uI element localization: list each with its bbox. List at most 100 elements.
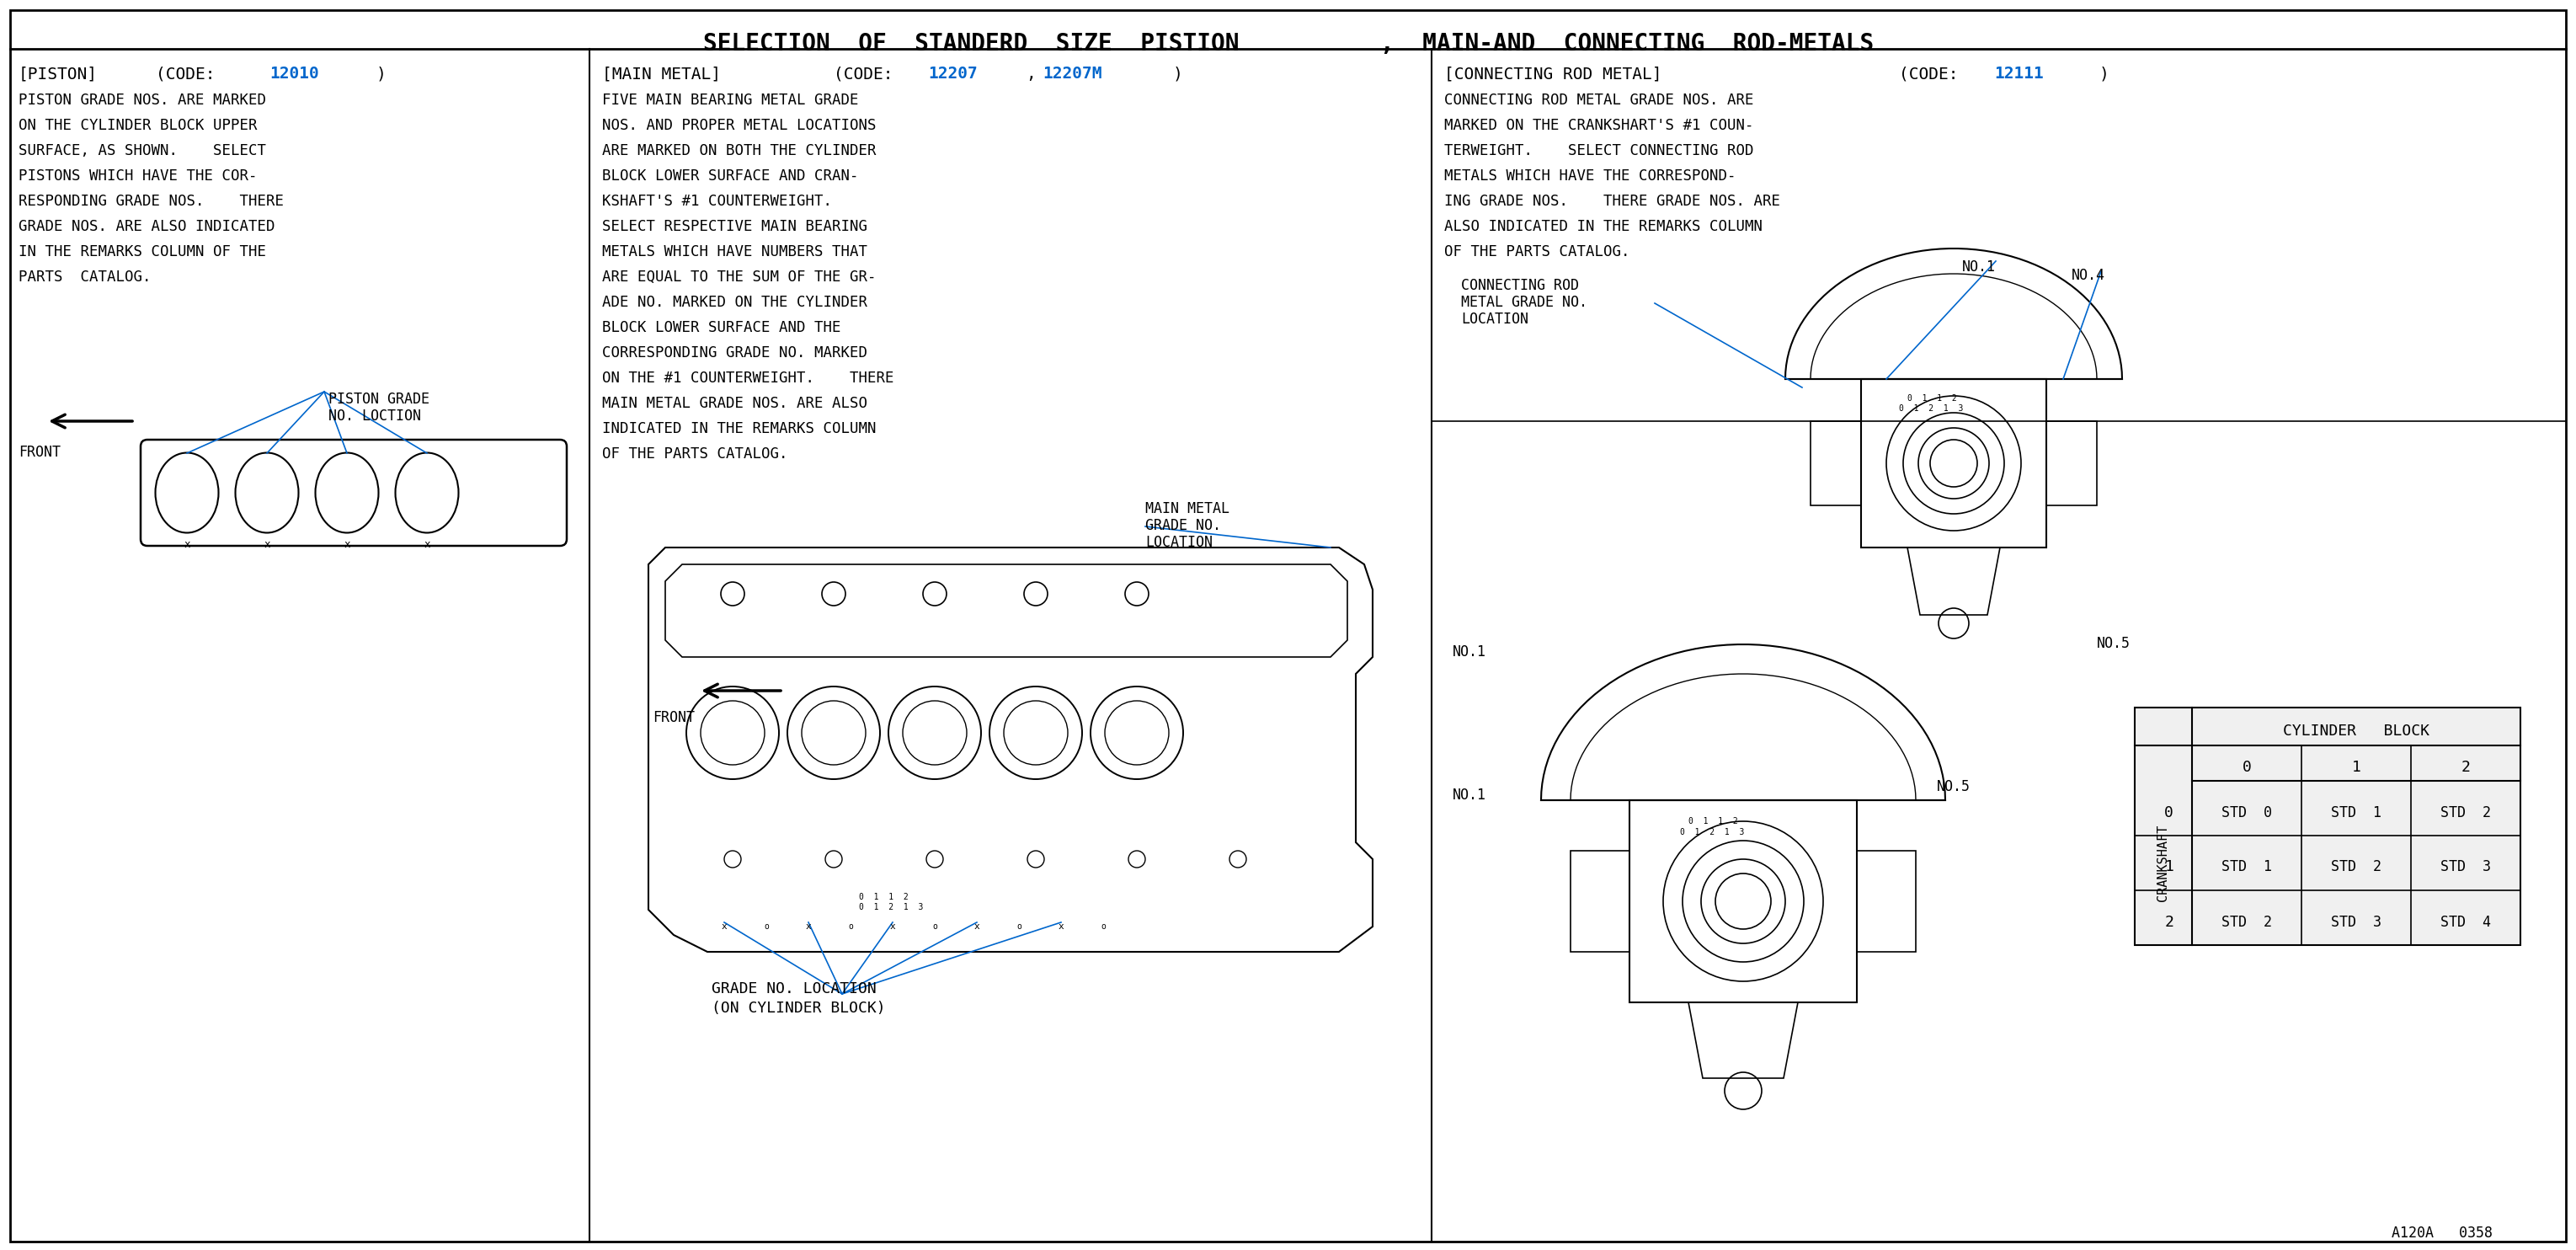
Text: ARE MARKED ON BOTH THE CYLINDER: ARE MARKED ON BOTH THE CYLINDER (603, 144, 876, 159)
Text: STD  4: STD 4 (2439, 914, 2491, 930)
Text: ): ) (1172, 66, 1182, 81)
Text: [MAIN METAL]: [MAIN METAL] (603, 66, 721, 81)
Text: x: x (1059, 922, 1064, 931)
Text: INDICATED IN THE REMARKS COLUMN: INDICATED IN THE REMARKS COLUMN (603, 421, 876, 436)
Text: NO.1: NO.1 (1963, 260, 1996, 275)
Text: TERWEIGHT.    SELECT CONNECTING ROD: TERWEIGHT. SELECT CONNECTING ROD (1445, 144, 1754, 159)
Text: x: x (343, 539, 350, 550)
Text: 1: 1 (2164, 860, 2174, 875)
Text: STD  0: STD 0 (2221, 805, 2272, 820)
Text: STD  2: STD 2 (2221, 914, 2272, 930)
Text: 2: 2 (2164, 914, 2174, 930)
Text: ): ) (376, 66, 386, 81)
Text: STD  3: STD 3 (2331, 914, 2380, 930)
Text: FRONT: FRONT (652, 710, 696, 725)
Text: 12207: 12207 (927, 66, 976, 81)
Text: MAIN METAL GRADE NOS. ARE ALSO: MAIN METAL GRADE NOS. ARE ALSO (603, 396, 868, 411)
Text: 0  1  2  1  3: 0 1 2 1 3 (1680, 828, 1744, 836)
Text: IN THE REMARKS COLUMN OF THE: IN THE REMARKS COLUMN OF THE (18, 244, 265, 260)
Text: CONNECTING ROD METAL GRADE NOS. ARE: CONNECTING ROD METAL GRADE NOS. ARE (1445, 92, 1754, 107)
Text: 2: 2 (2460, 760, 2470, 775)
Text: OF THE PARTS CATALOG.: OF THE PARTS CATALOG. (1445, 244, 1631, 260)
Text: FRONT: FRONT (18, 445, 62, 460)
Text: CONNECTING ROD: CONNECTING ROD (1461, 278, 1579, 294)
Text: 0  1  2  1  3: 0 1 2 1 3 (858, 902, 922, 911)
Text: PISTON GRADE: PISTON GRADE (327, 391, 430, 406)
Text: MARKED ON THE CRANKSHART'S #1 COUN-: MARKED ON THE CRANKSHART'S #1 COUN- (1445, 118, 1754, 132)
Text: CYLINDER   BLOCK: CYLINDER BLOCK (2282, 724, 2429, 739)
Text: BLOCK LOWER SURFACE AND THE: BLOCK LOWER SURFACE AND THE (603, 320, 840, 335)
Text: STD  2: STD 2 (2439, 805, 2491, 820)
Text: NO.5: NO.5 (1937, 779, 1971, 794)
Text: (CODE:: (CODE: (155, 66, 216, 81)
Text: o: o (1100, 922, 1105, 931)
Text: x: x (974, 922, 979, 931)
Text: x: x (263, 539, 270, 550)
Text: 0  1  1  2: 0 1 1 2 (1687, 818, 1739, 825)
Text: 0  1  1  2: 0 1 1 2 (1906, 394, 1958, 402)
Text: o: o (765, 922, 768, 931)
Text: NO. LOCTION: NO. LOCTION (327, 409, 420, 424)
Text: METAL GRADE NO.: METAL GRADE NO. (1461, 295, 1587, 310)
Text: METALS WHICH HAVE THE CORRESPOND-: METALS WHICH HAVE THE CORRESPOND- (1445, 169, 1736, 184)
Text: [CONNECTING ROD METAL]: [CONNECTING ROD METAL] (1445, 66, 1662, 81)
Text: 0: 0 (2241, 760, 2251, 775)
Text: PISTON GRADE NOS. ARE MARKED: PISTON GRADE NOS. ARE MARKED (18, 92, 265, 107)
Text: A120A   0358: A120A 0358 (2391, 1225, 2494, 1241)
Text: SELECTION  OF  STANDERD  SIZE  PISTION          ,  MAIN-AND  CONNECTING  ROD-MET: SELECTION OF STANDERD SIZE PISTION , MAI… (703, 32, 1873, 55)
Text: NO.1: NO.1 (1453, 787, 1486, 802)
Text: NO.4: NO.4 (2071, 268, 2105, 282)
Text: NO.5: NO.5 (2097, 636, 2130, 651)
Text: SURFACE, AS SHOWN.    SELECT: SURFACE, AS SHOWN. SELECT (18, 144, 265, 159)
Text: 1: 1 (2352, 760, 2360, 775)
Text: 12111: 12111 (1994, 66, 2043, 81)
Text: RESPONDING GRADE NOS.    THERE: RESPONDING GRADE NOS. THERE (18, 194, 283, 209)
Text: PARTS  CATALOG.: PARTS CATALOG. (18, 270, 152, 285)
Text: BLOCK LOWER SURFACE AND CRAN-: BLOCK LOWER SURFACE AND CRAN- (603, 169, 858, 184)
Text: CRANKSHAFT: CRANKSHAFT (2156, 825, 2169, 901)
Text: o: o (1018, 922, 1023, 931)
Text: 12207M: 12207M (1043, 66, 1103, 81)
Text: METALS WHICH HAVE NUMBERS THAT: METALS WHICH HAVE NUMBERS THAT (603, 244, 868, 260)
Text: 0: 0 (2164, 805, 2174, 820)
Text: LOCATION: LOCATION (1461, 311, 1528, 326)
Text: (CODE:: (CODE: (835, 66, 894, 81)
Text: MAIN METAL: MAIN METAL (1146, 501, 1229, 516)
Text: ALSO INDICATED IN THE REMARKS COLUMN: ALSO INDICATED IN THE REMARKS COLUMN (1445, 219, 1762, 234)
Text: OF THE PARTS CATALOG.: OF THE PARTS CATALOG. (603, 446, 788, 461)
Text: 0  1  1  2: 0 1 1 2 (858, 892, 909, 901)
Text: ): ) (2099, 66, 2110, 81)
Text: STD  1: STD 1 (2331, 805, 2380, 820)
Text: (CODE:: (CODE: (1899, 66, 1958, 81)
Text: x: x (721, 922, 726, 931)
Text: CORRESPONDING GRADE NO. MARKED: CORRESPONDING GRADE NO. MARKED (603, 345, 868, 360)
Text: x: x (889, 922, 896, 931)
Text: GRADE NO. LOCATION: GRADE NO. LOCATION (711, 981, 876, 996)
Polygon shape (2136, 707, 2519, 945)
Text: STD  3: STD 3 (2439, 860, 2491, 875)
Text: x: x (806, 922, 811, 931)
Text: SELECT RESPECTIVE MAIN BEARING: SELECT RESPECTIVE MAIN BEARING (603, 219, 868, 234)
Text: [PISTON]: [PISTON] (18, 66, 98, 81)
Text: ON THE #1 COUNTERWEIGHT.    THERE: ON THE #1 COUNTERWEIGHT. THERE (603, 370, 894, 386)
Text: KSHAFT'S #1 COUNTERWEIGHT.: KSHAFT'S #1 COUNTERWEIGHT. (603, 194, 832, 209)
Text: GRADE NOS. ARE ALSO INDICATED: GRADE NOS. ARE ALSO INDICATED (18, 219, 276, 234)
Text: ING GRADE NOS.    THERE GRADE NOS. ARE: ING GRADE NOS. THERE GRADE NOS. ARE (1445, 194, 1780, 209)
Text: PISTONS WHICH HAVE THE COR-: PISTONS WHICH HAVE THE COR- (18, 169, 258, 184)
Text: o: o (933, 922, 938, 931)
Text: LOCATION: LOCATION (1146, 535, 1213, 550)
Text: x: x (425, 539, 430, 550)
Text: ADE NO. MARKED ON THE CYLINDER: ADE NO. MARKED ON THE CYLINDER (603, 295, 868, 310)
Text: GRADE NO.: GRADE NO. (1146, 518, 1221, 534)
Text: FIVE MAIN BEARING METAL GRADE: FIVE MAIN BEARING METAL GRADE (603, 92, 858, 107)
Text: x: x (183, 539, 191, 550)
Text: (ON CYLINDER BLOCK): (ON CYLINDER BLOCK) (711, 1001, 886, 1016)
Text: STD  2: STD 2 (2331, 860, 2380, 875)
Text: 0  1  2  1  3: 0 1 2 1 3 (1899, 404, 1963, 412)
Text: ARE EQUAL TO THE SUM OF THE GR-: ARE EQUAL TO THE SUM OF THE GR- (603, 270, 876, 285)
Text: ,: , (1025, 66, 1036, 81)
Text: ON THE CYLINDER BLOCK UPPER: ON THE CYLINDER BLOCK UPPER (18, 118, 258, 132)
Text: o: o (848, 922, 853, 931)
Text: 12010: 12010 (270, 66, 319, 81)
Text: NO.1: NO.1 (1453, 644, 1486, 660)
